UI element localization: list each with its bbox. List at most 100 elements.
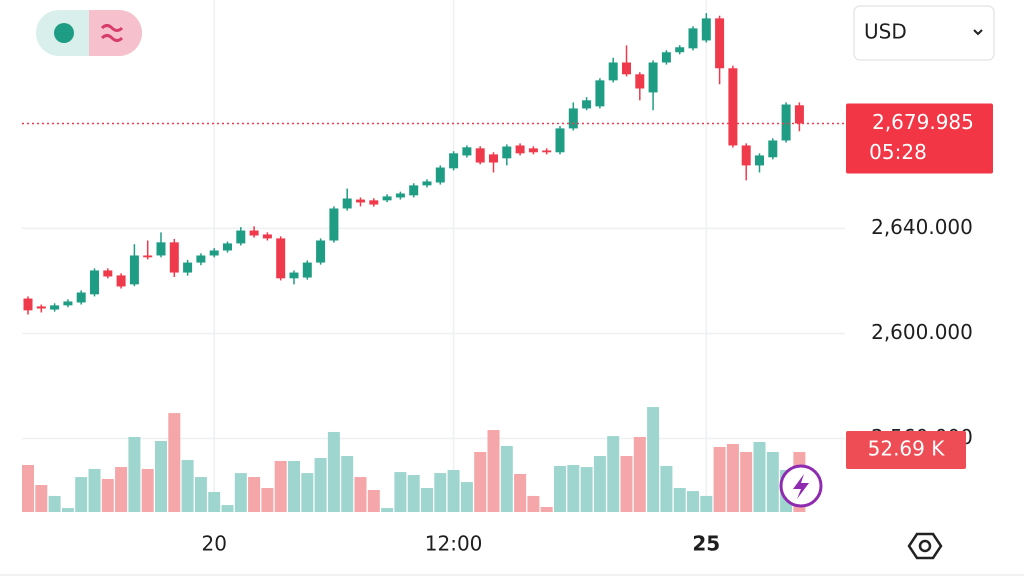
quick-action[interactable]: [779, 464, 823, 508]
volume-bar: [593, 455, 606, 512]
volume-bar: [61, 508, 74, 512]
candle-body: [542, 150, 552, 153]
volume-bar: [766, 452, 779, 512]
candle-body: [50, 305, 60, 310]
volume-bar: [447, 469, 460, 512]
candle-body: [715, 18, 725, 69]
volume-bar: [168, 413, 181, 512]
volume-bar: [208, 491, 221, 512]
y-tick-label: 2,640.000: [871, 215, 973, 239]
volume-bar: [713, 446, 726, 512]
volume-bar: [194, 477, 207, 512]
volume-bar: [407, 474, 420, 512]
volume-bar: [48, 495, 61, 512]
volume-bar: [367, 490, 380, 512]
volume-bar: [580, 467, 593, 512]
candle-body: [302, 262, 312, 278]
volume-bar: [607, 436, 620, 512]
toggle-right: [89, 10, 142, 56]
volume-pane: [22, 407, 806, 512]
candle-body: [675, 47, 685, 53]
candle-icon[interactable]: [54, 23, 74, 43]
candle-body: [36, 306, 46, 309]
candle-body: [781, 104, 791, 141]
volume-bar: [288, 460, 300, 512]
volume-bar: [327, 431, 340, 512]
candle-body: [143, 255, 153, 258]
volume-bar: [421, 487, 433, 512]
candle-body: [395, 193, 405, 198]
dropdown-arrow: [973, 29, 983, 36]
volume-bar: [660, 466, 673, 512]
line-icon[interactable]: [100, 24, 124, 42]
volume-bar: [261, 487, 274, 512]
lightning-icon: [793, 474, 809, 499]
candle-body: [489, 154, 498, 163]
candle-body: [342, 198, 352, 209]
volume-bar: [141, 468, 154, 512]
volume-bar: [673, 487, 686, 512]
candle-body: [449, 153, 459, 169]
candle-body: [768, 140, 778, 158]
candle-body: [209, 250, 219, 256]
volume-bar: [354, 477, 367, 512]
candle-body: [595, 80, 605, 107]
candle-body: [462, 147, 472, 156]
volume-bar: [314, 458, 327, 512]
chart-style-toggle[interactable]: [36, 10, 142, 56]
volume-bar: [514, 473, 527, 512]
volume-bar: [527, 495, 540, 512]
volume-bar: [234, 473, 247, 512]
candle-body: [502, 146, 512, 159]
volume-bar: [181, 459, 194, 512]
candle-body: [116, 275, 126, 287]
candle-body: [794, 105, 804, 124]
volume-bar: [22, 464, 34, 512]
y-tick-label: 2,600.000: [871, 320, 973, 344]
volume-bar: [753, 441, 766, 512]
volume-label-box: [846, 431, 966, 470]
volume-bar: [155, 440, 167, 512]
settings-dot: [918, 539, 932, 553]
volume-bar: [381, 508, 394, 512]
candle-body: [555, 128, 565, 153]
candle-body: [276, 238, 286, 279]
candle-body: [728, 68, 738, 146]
candle-body: [129, 255, 139, 285]
candle-body: [249, 230, 259, 236]
candle-body: [755, 155, 764, 166]
volume-bar: [500, 445, 513, 512]
volume-bar: [567, 464, 580, 512]
grid: [22, 0, 845, 512]
axis-labels: 2,560.0002,600.0002,640.0002012:00252,67…: [201, 103, 993, 556]
volume-bar: [75, 477, 88, 512]
volume-bar: [687, 491, 699, 512]
candle-body: [156, 242, 166, 256]
volume-bar: [620, 455, 633, 512]
settings-button[interactable]: [907, 532, 943, 560]
currency-select[interactable]: USD: [853, 5, 995, 61]
volume-bar: [740, 452, 753, 512]
currency-label: USD: [864, 20, 907, 44]
candle-body: [422, 181, 432, 186]
candle-body: [262, 234, 272, 239]
candle-body: [608, 62, 618, 81]
candle-body: [409, 185, 419, 196]
volume-bar: [554, 466, 566, 512]
candle-body: [329, 208, 339, 241]
candle-body: [648, 62, 658, 93]
candle-body: [369, 200, 379, 205]
volume-bar: [341, 455, 354, 512]
candle-body: [741, 145, 751, 166]
price-pane: [22, 13, 845, 315]
candle-body: [183, 262, 193, 273]
volume-bar: [301, 473, 314, 512]
x-tick-label: 25: [692, 532, 720, 556]
candle-body: [196, 255, 206, 263]
candle-body: [635, 74, 645, 89]
volume-bar: [115, 467, 128, 512]
volume-bar: [487, 430, 500, 512]
volume-bar: [460, 482, 473, 512]
candle-body: [236, 230, 246, 244]
